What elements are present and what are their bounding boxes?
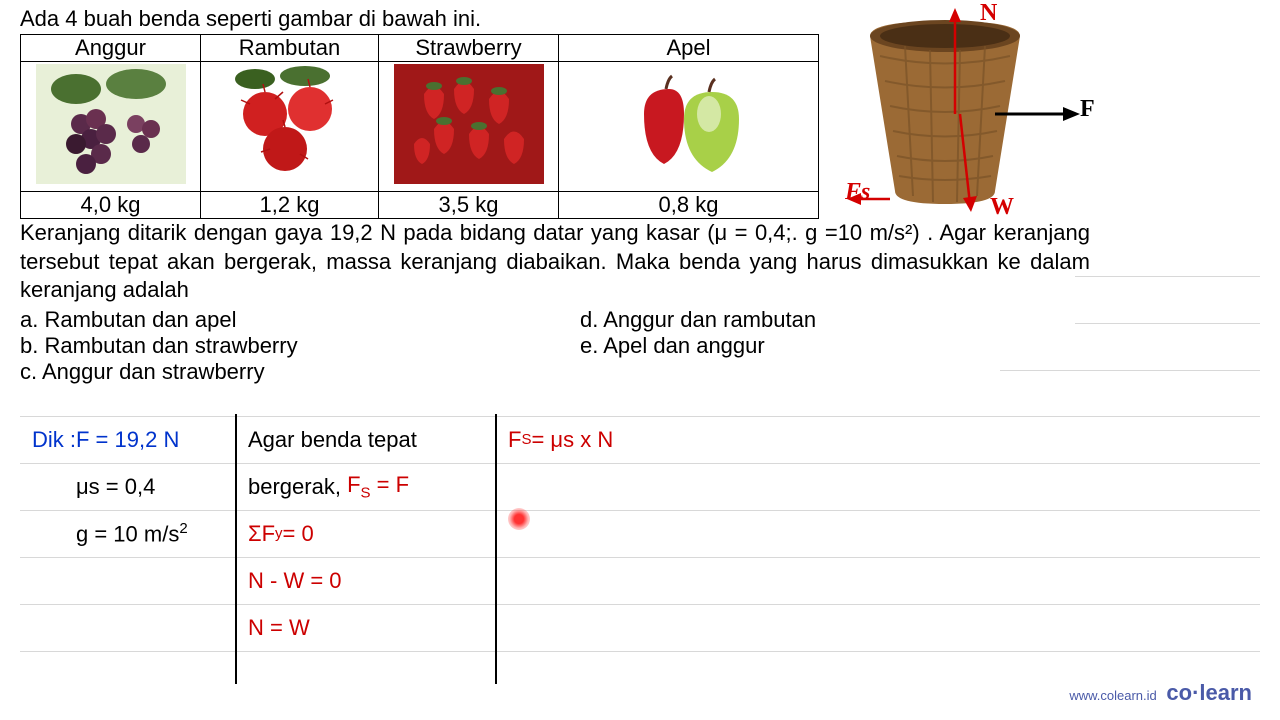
dik-line-1: Dik : F = 19,2 N bbox=[32, 416, 232, 463]
header-apel: Apel bbox=[559, 35, 819, 62]
label-W: W bbox=[990, 194, 1014, 221]
strawberry-icon bbox=[394, 64, 544, 184]
divider-2 bbox=[495, 414, 497, 684]
header-rambutan: Rambutan bbox=[201, 35, 379, 62]
col2-line-3: ΣFy = 0 bbox=[248, 510, 488, 557]
dik-line-2: μs = 0,4 bbox=[32, 463, 232, 510]
apple-icon bbox=[614, 64, 764, 184]
option-e: e. Apel dan anggur bbox=[580, 333, 1080, 359]
cell-apel-img bbox=[559, 62, 819, 192]
rule-line bbox=[20, 651, 1260, 652]
option-d: d. Anggur dan rambutan bbox=[580, 307, 1080, 333]
option-c: c. Anggur dan strawberry bbox=[20, 359, 580, 385]
option-b: b. Rambutan dan strawberry bbox=[20, 333, 580, 359]
header-anggur: Anggur bbox=[21, 35, 201, 62]
rambutan-icon bbox=[215, 64, 365, 184]
options: a. Rambutan dan apel b. Rambutan dan str… bbox=[20, 307, 1260, 385]
watermark-url: www.colearn.id bbox=[1069, 688, 1156, 703]
rule-partial-1 bbox=[1075, 276, 1260, 277]
cursor-dot-icon bbox=[508, 508, 530, 530]
watermark: www.colearn.id co·learn bbox=[1069, 680, 1252, 706]
weight-strawberry: 3,5 kg bbox=[379, 192, 559, 219]
option-a: a. Rambutan dan apel bbox=[20, 307, 580, 333]
weight-rambutan: 1,2 kg bbox=[201, 192, 379, 219]
col2-line-2: bergerak, FS = F bbox=[248, 463, 488, 510]
rule-line bbox=[20, 557, 1260, 558]
label-F: F bbox=[1080, 96, 1095, 123]
col3-line-1: FS = μs x N bbox=[508, 416, 758, 463]
label-N: N bbox=[980, 0, 997, 27]
weight-anggur: 4,0 kg bbox=[21, 192, 201, 219]
watermark-brand: co·learn bbox=[1166, 680, 1252, 705]
force-arrows bbox=[835, 4, 1215, 224]
rule-partial-2 bbox=[1075, 323, 1260, 324]
divider-1 bbox=[235, 414, 237, 684]
cell-strawberry-img bbox=[379, 62, 559, 192]
col2-line-4: N - W = 0 bbox=[248, 557, 488, 604]
dik-line-3: g = 10 m/s2 bbox=[32, 510, 232, 557]
cell-anggur-img bbox=[21, 62, 201, 192]
rule-partial-3 bbox=[1000, 370, 1260, 371]
rule-line bbox=[20, 604, 1260, 605]
grapes-icon bbox=[36, 64, 186, 184]
weight-apel: 0,8 kg bbox=[559, 192, 819, 219]
label-Fs: Fs bbox=[845, 179, 870, 206]
cell-rambutan-img bbox=[201, 62, 379, 192]
question-body: Keranjang ditarik dengan gaya 19,2 N pad… bbox=[20, 219, 1090, 305]
basket-diagram: N F Fs W bbox=[835, 4, 1215, 219]
header-strawberry: Strawberry bbox=[379, 35, 559, 62]
fruit-table: Anggur Rambutan Strawberry Apel bbox=[20, 34, 819, 219]
col2-line-5: N = W bbox=[248, 604, 488, 651]
col2-line-1: Agar benda tepat bbox=[248, 416, 488, 463]
